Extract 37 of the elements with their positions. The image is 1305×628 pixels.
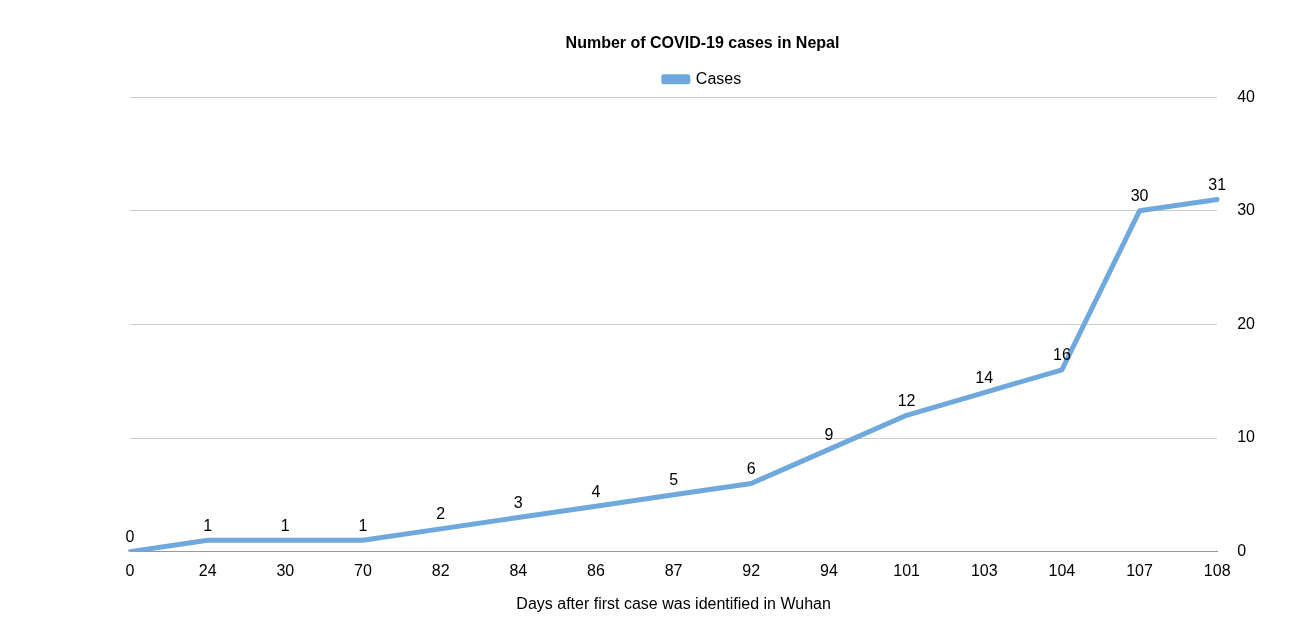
data-label: 3 [513,493,523,511]
data-label: 30 [1130,187,1149,205]
x-tick-label: 86 [587,561,605,579]
x-tick-label: 82 [431,561,450,579]
x-tick-label: 103 [970,561,998,579]
x-tick-label: 30 [276,561,295,579]
data-label: 5 [669,471,679,489]
x-tick-label: 87 [664,561,683,579]
y-tick-label: 40 [1237,87,1256,105]
x-tick-label: 84 [509,561,528,579]
legend-label: Cases [695,69,742,87]
x-tick-label: 70 [354,561,372,579]
x-tick-label: 92 [742,561,761,579]
data-label: 1 [280,516,290,534]
data-label: 12 [897,391,916,409]
data-label: 14 [975,368,994,386]
data-label: 1 [358,516,368,534]
x-tick-label: 101 [893,561,921,579]
x-tick-label: 108 [1203,561,1231,579]
data-label: 31 [1208,175,1227,193]
data-label: 6 [746,459,756,477]
data-label: 1 [203,516,213,534]
x-tick-label: 24 [198,561,217,579]
x-tick-label: 94 [820,561,838,579]
data-label: 4 [591,482,601,500]
y-tick-label: 0 [1237,542,1247,560]
x-tick-label: 107 [1126,561,1153,579]
y-tick-label: 30 [1237,201,1256,219]
x-tick-label: 0 [125,561,135,579]
data-label: 0 [125,528,135,546]
y-tick-label: 10 [1237,428,1256,446]
chart-title: Number of COVID-19 cases in Nepal [565,34,840,52]
data-label: 2 [436,505,446,523]
data-label: 9 [824,425,834,443]
x-axis-title: Days after first case was identified in Wuhan [516,594,831,612]
y-tick-label: 20 [1237,314,1256,332]
x-tick-label: 104 [1048,561,1076,579]
